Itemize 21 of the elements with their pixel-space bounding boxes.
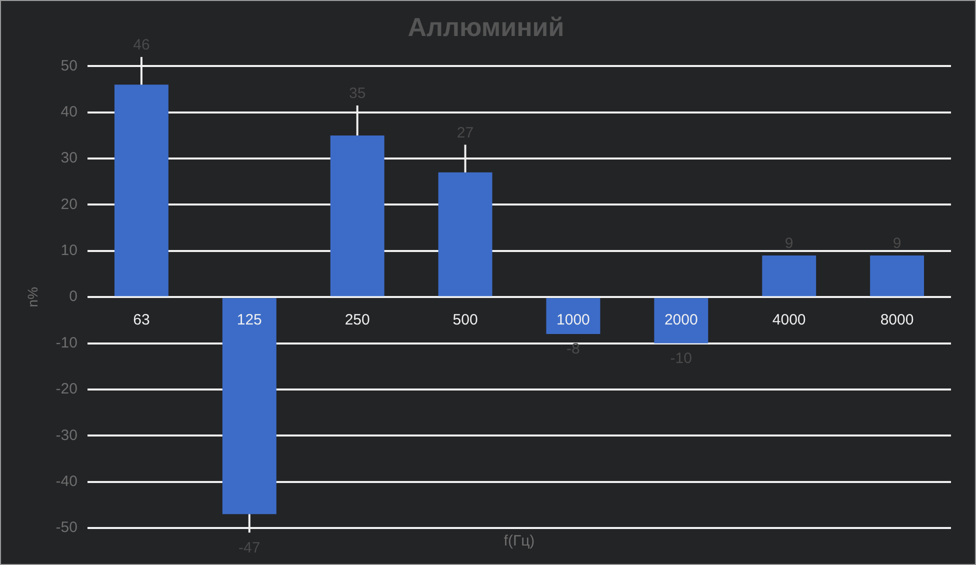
y-axis-title: n% bbox=[24, 286, 40, 308]
y-tick-label: -40 bbox=[56, 472, 78, 490]
x-tick-label: 500 bbox=[452, 312, 478, 329]
y-tick-label: -30 bbox=[56, 426, 78, 444]
x-tick-label: 8000 bbox=[880, 312, 914, 329]
x-tick-label: 250 bbox=[344, 312, 370, 329]
y-tick-label: 30 bbox=[60, 150, 78, 167]
x-tick-label: 125 bbox=[236, 312, 262, 329]
y-tick-label: -50 bbox=[56, 519, 78, 536]
y-tick-label: 10 bbox=[60, 242, 78, 260]
x-tick-label: 2000 bbox=[664, 312, 698, 329]
x-tick-label: 1000 bbox=[556, 312, 590, 329]
x-tick-label: 63 bbox=[133, 312, 150, 329]
y-tick-label: 0 bbox=[69, 288, 78, 306]
y-tick-label: 20 bbox=[60, 196, 78, 213]
y-tick-label: -10 bbox=[56, 334, 78, 352]
y-tick-label: 50 bbox=[60, 57, 78, 74]
x-axis-title: f(Гц) bbox=[504, 532, 535, 550]
y-tick-label: -20 bbox=[56, 380, 78, 398]
y-tick-label: 40 bbox=[60, 104, 78, 121]
x-tick-label: 4000 bbox=[772, 312, 806, 329]
